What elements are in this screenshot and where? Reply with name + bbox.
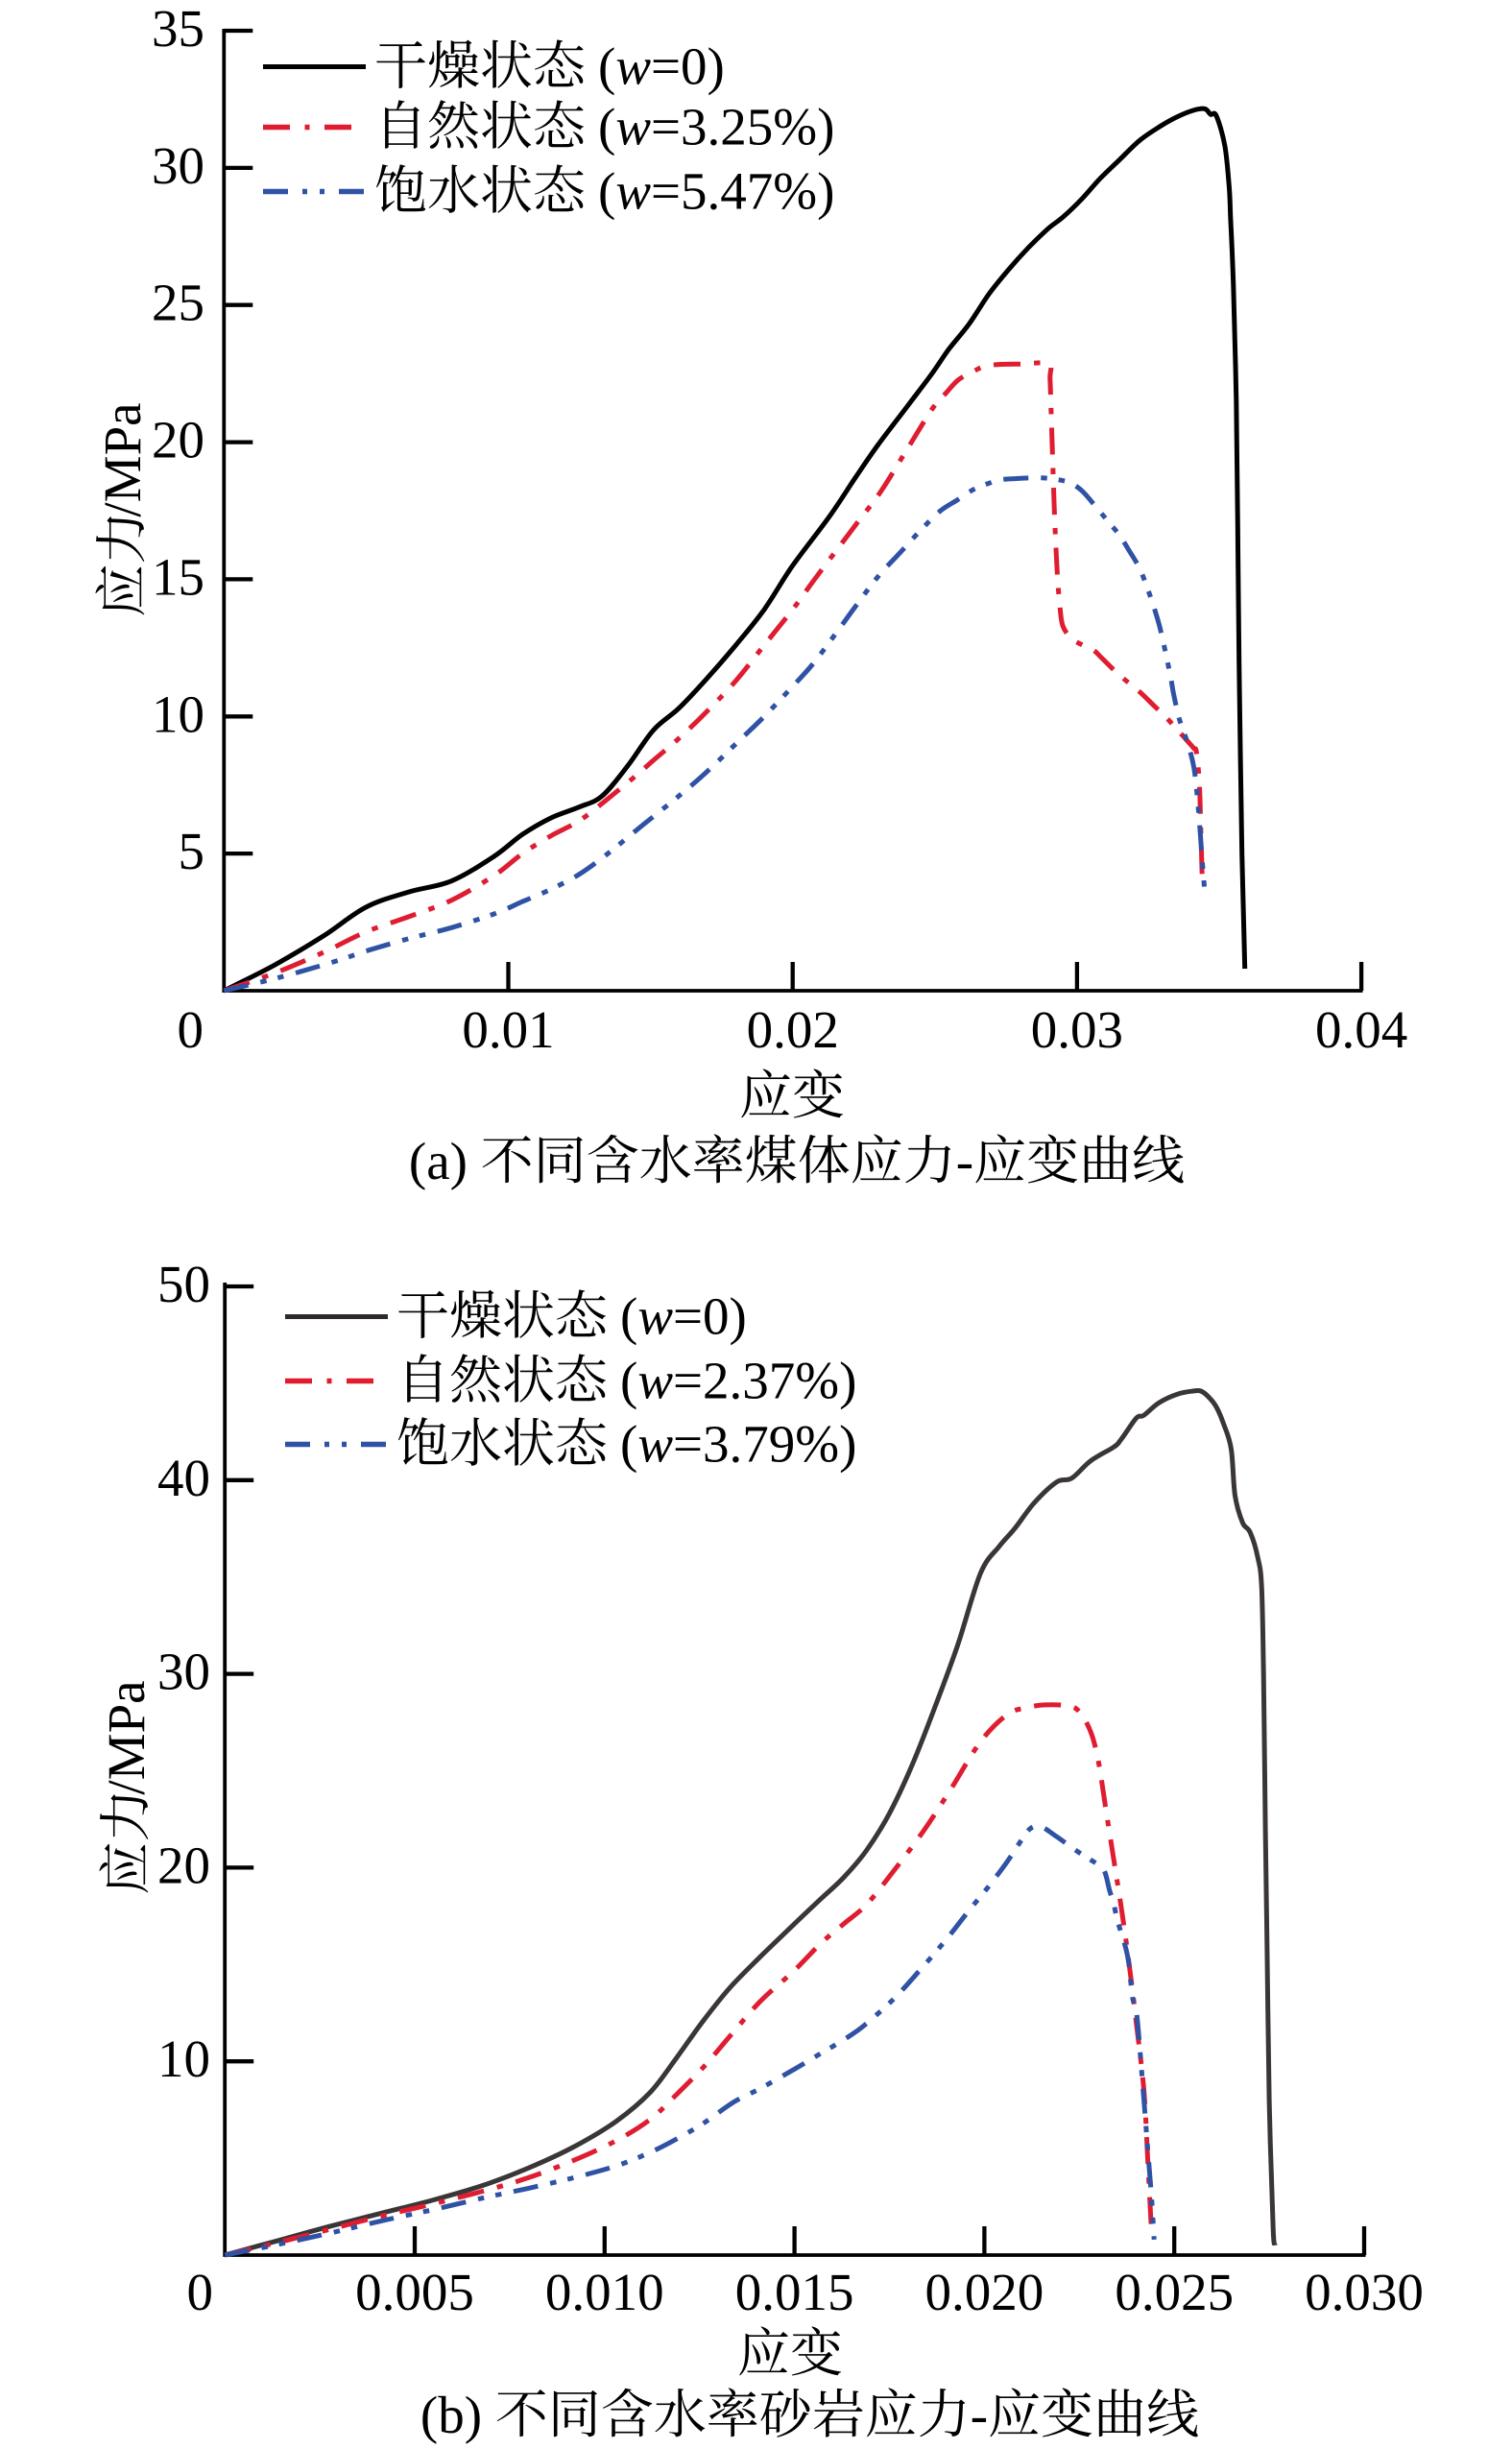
svg-text:-: -: [956, 1132, 973, 1190]
svg-text:0.020: 0.020: [925, 2263, 1044, 2321]
svg-text:5: 5: [179, 822, 205, 880]
svg-text:-: -: [971, 2386, 988, 2444]
svg-text:20: 20: [152, 411, 204, 469]
svg-text:0: 0: [187, 2263, 214, 2321]
svg-text:10: 10: [152, 684, 204, 743]
svg-text:0.010: 0.010: [545, 2263, 664, 2321]
svg-text:(w=2.37%): (w=2.37%): [620, 1352, 856, 1410]
svg-text:15: 15: [152, 547, 204, 606]
svg-text:0.02: 0.02: [747, 1000, 839, 1059]
svg-text:(a): (a): [409, 1132, 481, 1190]
svg-text:0.025: 0.025: [1115, 2263, 1234, 2321]
svg-text:0: 0: [178, 1000, 204, 1059]
svg-text:/MPa: /MPa: [93, 402, 152, 516]
svg-text:30: 30: [157, 1643, 210, 1701]
svg-text:50: 50: [157, 1255, 210, 1313]
svg-text:0.03: 0.03: [1031, 1000, 1123, 1059]
svg-text:0.005: 0.005: [355, 2263, 474, 2321]
svg-text:(w=0): (w=0): [598, 37, 725, 96]
svg-text:(w=0): (w=0): [620, 1287, 747, 1346]
svg-text:0.04: 0.04: [1315, 1000, 1407, 1059]
svg-text:0.01: 0.01: [462, 1000, 554, 1059]
svg-text:0.015: 0.015: [735, 2263, 854, 2321]
svg-text:/MPa: /MPa: [97, 1680, 156, 1794]
svg-text:35: 35: [152, 0, 204, 58]
svg-text:(w=5.47%): (w=5.47%): [598, 162, 834, 221]
svg-text:(b): (b): [420, 2386, 495, 2444]
svg-text:(w=3.79%): (w=3.79%): [620, 1415, 856, 1474]
svg-text:40: 40: [157, 1449, 210, 1507]
svg-text:10: 10: [157, 2029, 210, 2088]
svg-text:20: 20: [157, 1836, 210, 1894]
svg-text:30: 30: [152, 136, 204, 195]
svg-text:(w=3.25%): (w=3.25%): [598, 98, 834, 156]
svg-text:25: 25: [152, 274, 204, 332]
svg-text:0.030: 0.030: [1305, 2263, 1424, 2321]
